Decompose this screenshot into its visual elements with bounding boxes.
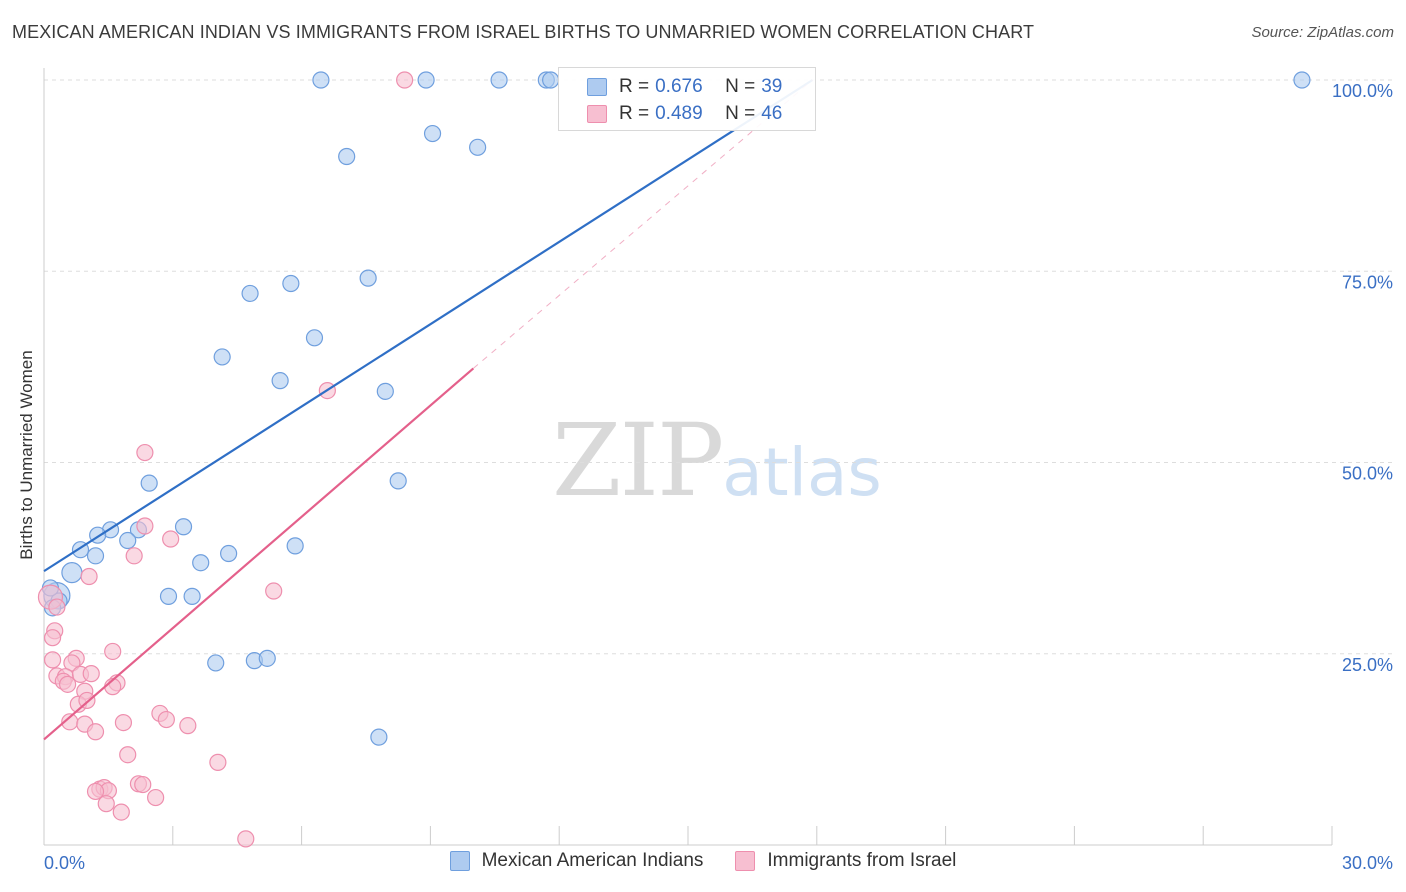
pink-point-0 (396, 71, 414, 89)
pink-point-44 (59, 675, 77, 693)
legend-label-pink: Immigrants from Israel (767, 850, 957, 871)
blue-point-24 (86, 547, 105, 565)
tick-labels: 25.0% 50.0% 75.0% 100.0% 0.0% 30.0% (44, 81, 1393, 873)
blue-point-28 (61, 562, 83, 584)
n-label-blue: N = (725, 76, 756, 97)
chart-title: MEXICAN AMERICAN INDIAN VS IMMIGRANTS FR… (12, 22, 1035, 42)
y-tick-label-50: 50.0% (1342, 464, 1393, 484)
blue-point-11 (359, 269, 377, 287)
stats-legend-row-blue: R = 0.676 N = 39 (587, 74, 782, 100)
y-tick-label-25: 25.0% (1342, 655, 1393, 675)
pink-swatch (587, 105, 607, 123)
pink-point-31 (86, 723, 105, 741)
pink-point-33 (209, 753, 227, 771)
trendlines (43, 79, 814, 741)
blue-point-31 (159, 587, 178, 605)
pink-point-3 (136, 517, 154, 535)
blue-point-8 (338, 147, 356, 166)
legend-item-mexican-american-indians[interactable]: Mexican American Indians (449, 850, 704, 872)
pink-point-6 (80, 567, 98, 586)
blue-point-26 (286, 537, 304, 555)
pink-point-32 (119, 746, 137, 764)
y-tick-label-75: 75.0% (1342, 272, 1393, 292)
legend-swatch-blue (449, 851, 470, 871)
stats-legend: R = 0.676 N = 39 R = 0.489 N = 46 (558, 67, 816, 131)
x-tick-label-max: 30.0% (1342, 853, 1393, 873)
blue-point-22 (119, 531, 137, 550)
y-tick-label-100: 100.0% (1332, 81, 1393, 101)
n-label-pink: N = (725, 103, 756, 124)
axes (43, 68, 1333, 846)
n-value-pink: 46 (761, 103, 783, 124)
series-mexican-american-indians (41, 71, 1311, 746)
blue-point-25 (220, 544, 238, 563)
blue-point-10 (282, 274, 300, 293)
watermark-atlas: atlas (722, 434, 882, 511)
blue-trendline-0 (43, 79, 814, 573)
pink-point-40 (147, 788, 165, 807)
legend-swatch-pink (735, 851, 756, 871)
blue-point-17 (140, 474, 158, 492)
blue-point-2 (490, 71, 508, 89)
legend-item-immigrants-from-israel[interactable]: Immigrants from Israel (735, 850, 956, 872)
blue-point-5 (1293, 71, 1311, 89)
blue-point-4 (542, 71, 560, 89)
blue-point-7 (469, 138, 487, 156)
series-immigrants-from-israel (37, 71, 414, 848)
n-value-blue: 39 (761, 76, 783, 97)
pink-point-42 (112, 803, 130, 821)
pink-point-41 (97, 795, 115, 813)
blue-point-27 (192, 554, 210, 572)
r-label-blue: R = (619, 76, 650, 97)
pink-point-39 (86, 782, 105, 801)
blue-point-9 (241, 284, 259, 303)
blue-point-13 (213, 348, 231, 366)
blue-point-16 (389, 472, 407, 490)
r-value-pink: 0.489 (655, 103, 703, 124)
pink-point-4 (162, 530, 180, 548)
blue-point-6 (423, 124, 442, 143)
watermark: ZIPatlas (552, 402, 882, 519)
pink-point-19 (82, 665, 100, 683)
source-label: Source: ZipAtlas.com (1251, 24, 1394, 41)
blue-point-14 (271, 372, 289, 390)
pink-point-12 (104, 642, 122, 661)
blue-point-1 (417, 71, 435, 89)
pink-point-43 (237, 830, 255, 848)
blue-point-33 (207, 654, 225, 672)
grid-lines (44, 79, 1392, 655)
r-value-blue: 0.676 (655, 76, 703, 97)
blue-point-15 (376, 382, 394, 400)
blue-point-36 (370, 728, 388, 746)
y-axis-label: Births to Unmarried Women (17, 350, 36, 560)
pink-point-29 (157, 710, 175, 729)
series-legend: Mexican American Indians Immigrants from… (0, 850, 1406, 872)
blue-point-19 (174, 518, 193, 536)
pink-point-11 (43, 629, 62, 647)
stats-legend-row-pink: R = 0.489 N = 46 (587, 101, 782, 127)
pink-point-9 (48, 598, 66, 616)
watermark-zip: ZIP (552, 402, 724, 519)
r-label-pink: R = (619, 103, 650, 124)
blue-point-32 (183, 587, 201, 605)
pink-point-5 (125, 547, 143, 565)
blue-point-12 (305, 329, 324, 347)
blue-point-0 (312, 71, 330, 89)
pink-point-2 (136, 443, 154, 462)
pink-point-35 (134, 775, 152, 794)
x-tick-label-min: 0.0% (44, 853, 85, 873)
pink-point-7 (265, 582, 283, 600)
pink-point-15 (63, 654, 81, 672)
pink-point-13 (43, 651, 62, 669)
pink-point-28 (114, 713, 133, 732)
blue-swatch (587, 78, 607, 96)
pink-trendline-2 (473, 79, 813, 369)
pink-point-30 (179, 717, 197, 735)
pink-trendline-1 (43, 367, 475, 741)
legend-label-blue: Mexican American Indians (481, 850, 704, 871)
blue-point-35 (258, 649, 276, 667)
